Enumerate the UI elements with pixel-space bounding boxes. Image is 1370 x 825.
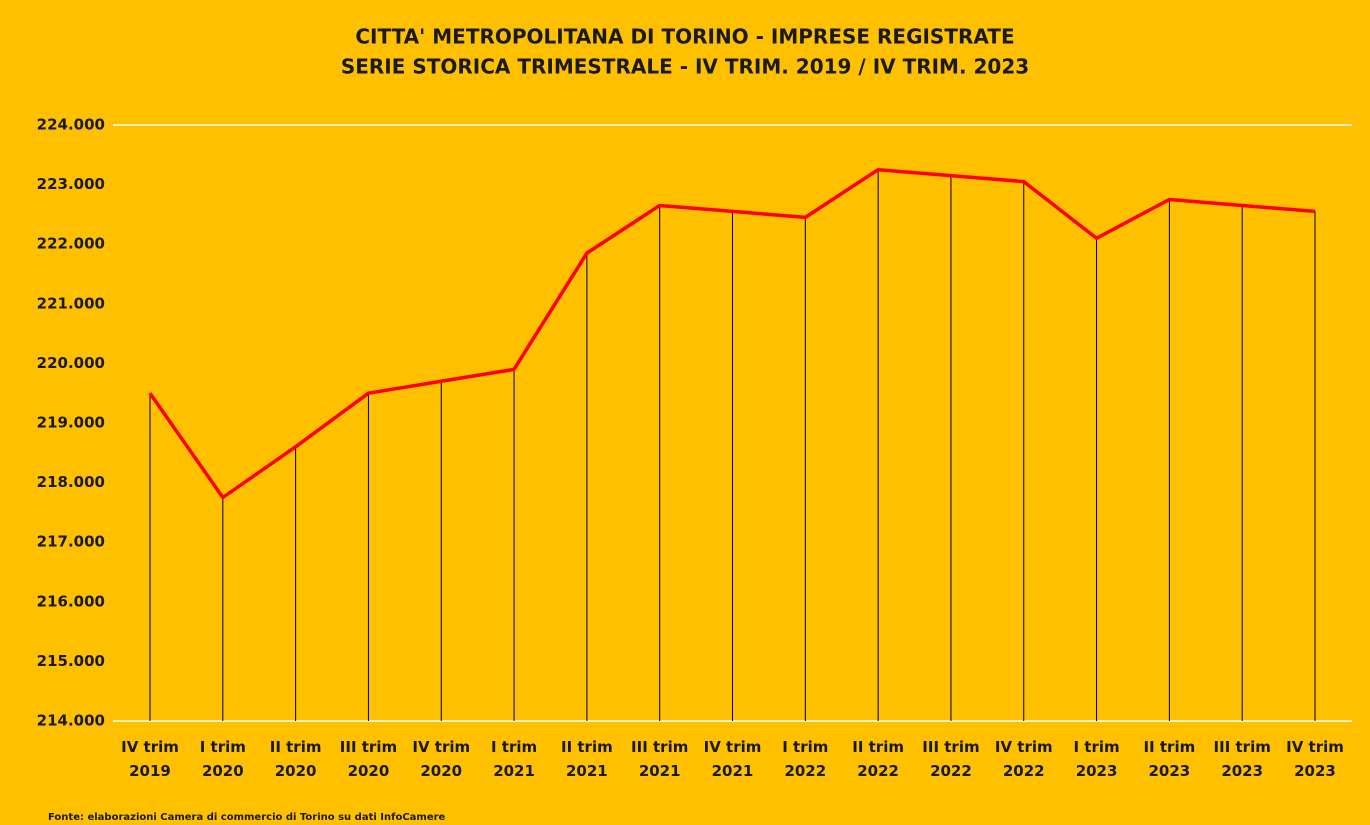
x-tick-label: IV trim 2021 xyxy=(704,738,762,780)
y-tick-label: 217.000 xyxy=(37,533,105,551)
x-tick-label: I trim 2020 xyxy=(200,738,246,780)
x-tick-label: II trim 2023 xyxy=(1144,738,1196,780)
x-tick-label-line: III trim xyxy=(922,738,979,756)
data-line xyxy=(148,167,1316,500)
x-tick-label: II trim 2022 xyxy=(852,738,904,780)
y-tick-label: 221.000 xyxy=(37,294,105,312)
x-tick-label-line: 2021 xyxy=(712,762,754,780)
y-tick-label: 219.000 xyxy=(37,414,105,432)
x-tick-label-line: 2021 xyxy=(566,762,608,780)
x-tick-label: III trim 2023 xyxy=(1214,738,1271,780)
x-tick-label-line: I trim xyxy=(1073,738,1119,756)
x-tick-label-line: 2020 xyxy=(202,762,244,780)
x-tick-label: II trim 2021 xyxy=(561,738,613,780)
y-tick-label: 215.000 xyxy=(37,652,105,670)
x-tick-label: III trim 2021 xyxy=(631,738,688,780)
y-tick-label: 214.000 xyxy=(37,712,105,730)
x-tick-label: I trim 2021 xyxy=(491,738,537,780)
y-tick-label: 218.000 xyxy=(37,473,105,491)
x-tick-label-line: 2019 xyxy=(129,762,171,780)
chart-subtitle: SERIE STORICA TRIMESTRALE - IV TRIM. 201… xyxy=(341,55,1029,79)
x-tick-label-line: IV trim xyxy=(704,738,762,756)
y-tick-label: 216.000 xyxy=(37,592,105,610)
x-tick-label-line: 2020 xyxy=(275,762,317,780)
x-tick-label-line: IV trim xyxy=(995,738,1053,756)
x-tick-label-line: 2020 xyxy=(348,762,390,780)
x-tick-label-line: IV trim xyxy=(412,738,470,756)
x-tick-label: III trim 2022 xyxy=(922,738,979,780)
x-tick-label-line: I trim xyxy=(491,738,537,756)
x-tick-label: I trim 2022 xyxy=(782,738,828,780)
x-tick-label-line: 2020 xyxy=(420,762,462,780)
x-tick-label-line: 2023 xyxy=(1149,762,1191,780)
x-tick-label: IV trim 2019 xyxy=(121,738,179,780)
y-tick-label: 224.000 xyxy=(37,116,105,134)
x-tick-label-line: II trim xyxy=(270,738,322,756)
x-tick-label-line: 2022 xyxy=(784,762,826,780)
x-tick-label-line: III trim xyxy=(1214,738,1271,756)
x-tick-label-line: I trim xyxy=(200,738,246,756)
x-tick-label-line: 2021 xyxy=(493,762,535,780)
x-tick-label-line: 2021 xyxy=(639,762,681,780)
x-tick-label-line: IV trim xyxy=(1286,738,1344,756)
x-tick-label-line: 2022 xyxy=(1003,762,1045,780)
x-tick-label-line: III trim xyxy=(340,738,397,756)
x-tick-label-line: 2022 xyxy=(857,762,899,780)
x-tick-label: II trim 2020 xyxy=(270,738,322,780)
x-tick-label-line: III trim xyxy=(631,738,688,756)
x-tick-label-line: II trim xyxy=(561,738,613,756)
source-note: Fonte: elaborazioni Camera di commercio … xyxy=(48,812,446,823)
y-tick-label: 220.000 xyxy=(37,354,105,372)
x-tick-label-line: 2023 xyxy=(1076,762,1118,780)
x-tick-label: I trim 2023 xyxy=(1073,738,1119,780)
x-tick-label-line: IV trim xyxy=(121,738,179,756)
x-tick-label: IV trim 2022 xyxy=(995,738,1053,780)
x-tick-label-line: II trim xyxy=(852,738,904,756)
x-tick-label: III trim 2020 xyxy=(340,738,397,780)
x-tick-label: IV trim 2023 xyxy=(1286,738,1344,780)
x-tick-label-line: 2022 xyxy=(930,762,972,780)
x-tick-label-line: II trim xyxy=(1144,738,1196,756)
x-tick-label-line: 2023 xyxy=(1221,762,1263,780)
y-tick-label: 222.000 xyxy=(37,235,105,253)
x-tick-label-line: I trim xyxy=(782,738,828,756)
chart-title: CITTA' METROPOLITANA DI TORINO - IMPRESE… xyxy=(355,25,1014,49)
y-tick-label: 223.000 xyxy=(37,175,105,193)
x-tick-label: IV trim 2020 xyxy=(412,738,470,780)
x-tick-label-line: 2023 xyxy=(1294,762,1336,780)
